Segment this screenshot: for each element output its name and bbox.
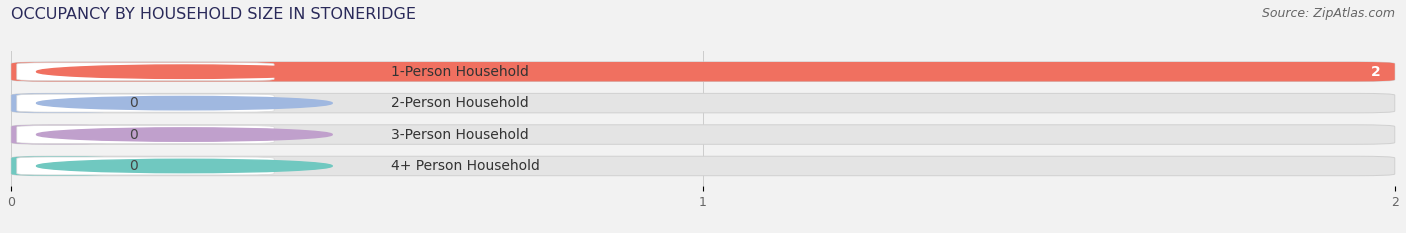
Text: OCCUPANCY BY HOUSEHOLD SIZE IN STONERIDGE: OCCUPANCY BY HOUSEHOLD SIZE IN STONERIDG… bbox=[11, 7, 416, 22]
FancyBboxPatch shape bbox=[11, 93, 1395, 113]
FancyBboxPatch shape bbox=[11, 62, 1395, 81]
Text: 0: 0 bbox=[129, 127, 138, 141]
FancyBboxPatch shape bbox=[17, 63, 274, 81]
FancyBboxPatch shape bbox=[11, 125, 1395, 144]
Text: 4+ Person Household: 4+ Person Household bbox=[391, 159, 540, 173]
Text: Source: ZipAtlas.com: Source: ZipAtlas.com bbox=[1261, 7, 1395, 20]
Text: 2: 2 bbox=[1371, 65, 1381, 79]
Text: 0: 0 bbox=[129, 159, 138, 173]
FancyBboxPatch shape bbox=[17, 126, 274, 144]
FancyBboxPatch shape bbox=[17, 157, 274, 175]
FancyBboxPatch shape bbox=[11, 93, 108, 113]
Circle shape bbox=[37, 96, 332, 110]
FancyBboxPatch shape bbox=[17, 94, 274, 112]
FancyBboxPatch shape bbox=[11, 125, 108, 144]
FancyBboxPatch shape bbox=[11, 156, 108, 176]
Text: 1-Person Household: 1-Person Household bbox=[391, 65, 529, 79]
Circle shape bbox=[37, 128, 332, 141]
FancyBboxPatch shape bbox=[11, 62, 1395, 81]
FancyBboxPatch shape bbox=[11, 156, 1395, 176]
Text: 0: 0 bbox=[129, 96, 138, 110]
Text: 3-Person Household: 3-Person Household bbox=[391, 127, 529, 141]
Circle shape bbox=[37, 65, 332, 79]
Circle shape bbox=[37, 159, 332, 173]
Text: 2-Person Household: 2-Person Household bbox=[391, 96, 529, 110]
